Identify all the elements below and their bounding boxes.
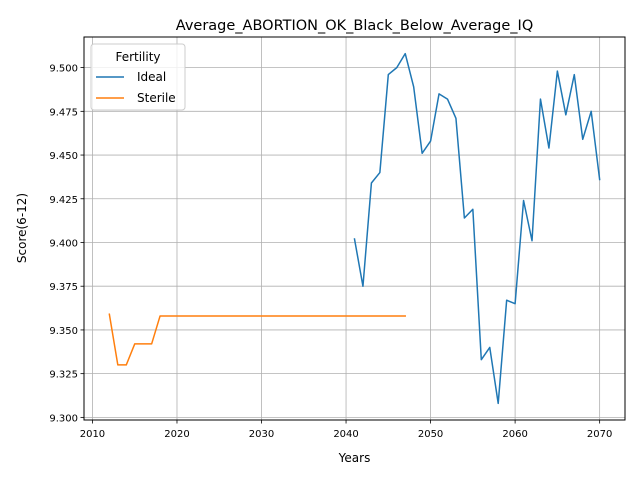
y-tick-label: 9.450 [49,151,78,162]
x-tick-label: 2010 [80,429,105,440]
x-tick-label: 2050 [418,429,443,440]
legend-label-ideal: Ideal [137,70,166,84]
legend-title: Fertility [115,50,160,64]
y-tick-label: 9.300 [49,413,78,424]
grid [84,37,625,420]
series-layer [108,52,601,405]
y-tick-label: 9.425 [49,195,78,206]
series-line-ideal [353,52,601,405]
y-tick-label: 9.325 [49,370,78,381]
y-axis: 9.300 9.325 9.350 9.375 9.400 9.425 9.450 9.475… [49,64,84,424]
x-tick-label: 2030 [249,429,274,440]
y-axis-label: Score(6-12) [15,193,29,263]
legend-label-sterile: Sterile [137,91,176,105]
x-tick-label: 2070 [587,429,612,440]
y-tick-label: 9.400 [49,238,78,249]
series-line-sterile [108,313,406,366]
legend-box [90,43,186,111]
y-tick-label: 9.500 [49,64,78,75]
chart-title: Average_ABORTION_OK_Black_Below_Average_… [176,18,534,34]
y-tick-label: 9.475 [49,107,78,118]
x-axis: 2010 2020 2030 2040 2050 2060 2070 [80,420,612,440]
legend: Fertility Ideal Sterile [90,43,186,111]
plot-frame [83,36,626,421]
x-axis-label: Years [338,451,371,465]
x-tick-label: 2060 [502,429,527,440]
x-tick-label: 2020 [164,429,189,440]
x-tick-label: 2040 [333,429,358,440]
y-tick-label: 9.350 [49,326,78,337]
y-tick-label: 9.375 [49,282,78,293]
